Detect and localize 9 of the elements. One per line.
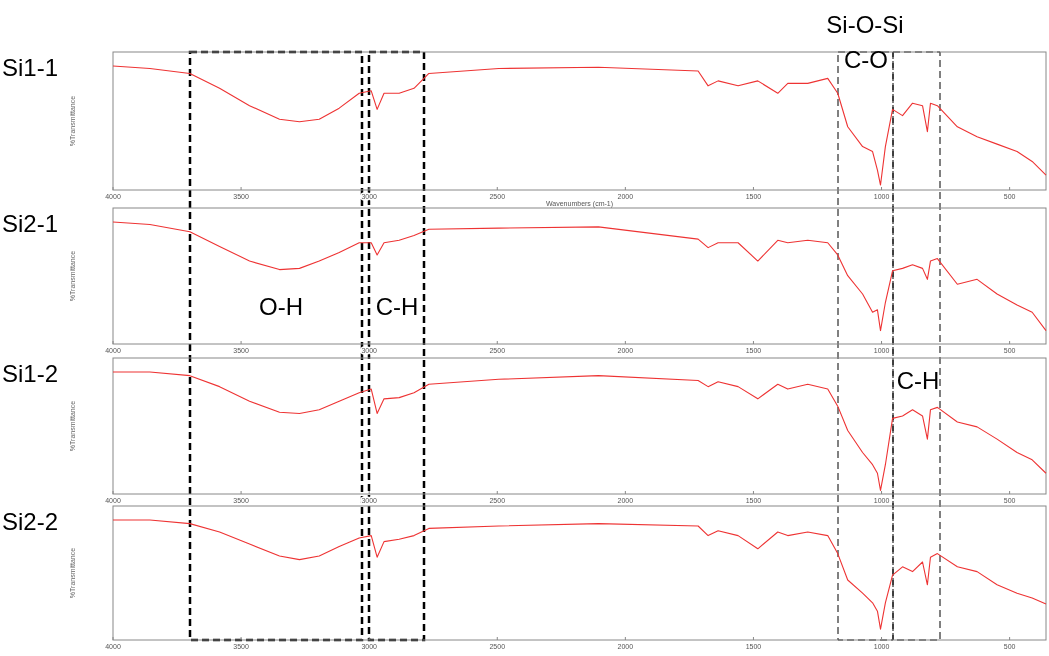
- text: Si-O-Si: [826, 11, 904, 39]
- chart-title: Si2-2: [2, 508, 59, 535]
- chart-title: Si1-1: [2, 54, 59, 81]
- chart-title: Si1-2: [2, 360, 59, 387]
- annotation: C-H: [896, 367, 940, 395]
- annotation: O-H: [259, 293, 303, 321]
- annotation: C-H: [375, 293, 419, 321]
- chart-title: Si2-1: [2, 210, 59, 237]
- annotation: C-O: [844, 46, 888, 74]
